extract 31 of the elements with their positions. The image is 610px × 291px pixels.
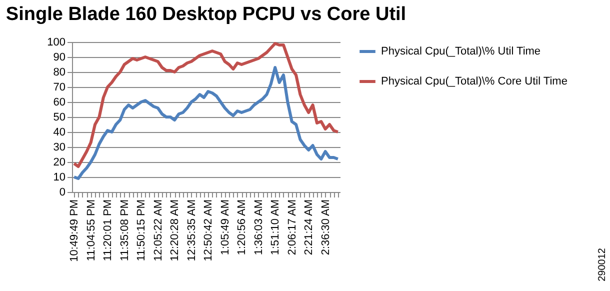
y-tick-label: 10 bbox=[53, 172, 66, 184]
x-tick-label: 11:50:15 PM bbox=[136, 200, 148, 262]
x-tick-label: 11:35:08 PM bbox=[118, 200, 131, 262]
y-tick-label: 60 bbox=[53, 96, 66, 108]
y-tick-label: 30 bbox=[53, 142, 66, 154]
y-tick-label: 90 bbox=[53, 52, 66, 64]
x-tick-label: 2:06:17 AM bbox=[286, 200, 298, 256]
x-tick-label: 1:36:03 AM bbox=[252, 200, 265, 256]
y-tick-label: 40 bbox=[53, 126, 66, 138]
x-tick-label: 12:05:22 AM bbox=[152, 200, 164, 262]
x-tick-label: 12:20:28 AM bbox=[169, 200, 182, 262]
legend-label: Physical Cpu(_Total)\% Util Time bbox=[381, 46, 541, 58]
y-tick-label: 80 bbox=[53, 66, 66, 78]
x-tick-label: 1:51:10 AM bbox=[270, 200, 282, 256]
x-tick-label: 11:20:01 PM bbox=[102, 200, 114, 262]
x-tick-label: 1:05:49 AM bbox=[219, 200, 232, 256]
y-tick-label: 20 bbox=[53, 156, 66, 168]
y-tick-label: 100 bbox=[47, 36, 66, 48]
x-tick-label: 2:21:24 AM bbox=[303, 200, 316, 256]
x-tick-label: 12:50:42 AM bbox=[202, 200, 215, 262]
x-tick-label: 12:35:35 AM bbox=[186, 200, 198, 262]
x-tick-label: 1:20:56 AM bbox=[236, 200, 248, 256]
y-tick-label: 0 bbox=[59, 186, 66, 198]
x-tick-label: 11:04:55 PM bbox=[85, 200, 98, 262]
chart-title: Single Blade 160 Desktop PCPU vs Core Util bbox=[6, 4, 406, 25]
legend-label: Physical Cpu(_Total)\% Core Util Time bbox=[381, 76, 568, 88]
text: 290012 bbox=[597, 248, 608, 281]
y-tick-label: 50 bbox=[53, 112, 66, 124]
y-tick-label: 70 bbox=[53, 82, 66, 94]
x-tick-label: 10:49:49 PM bbox=[68, 200, 81, 262]
x-tick-label: 2:36:30 AM bbox=[320, 200, 332, 256]
